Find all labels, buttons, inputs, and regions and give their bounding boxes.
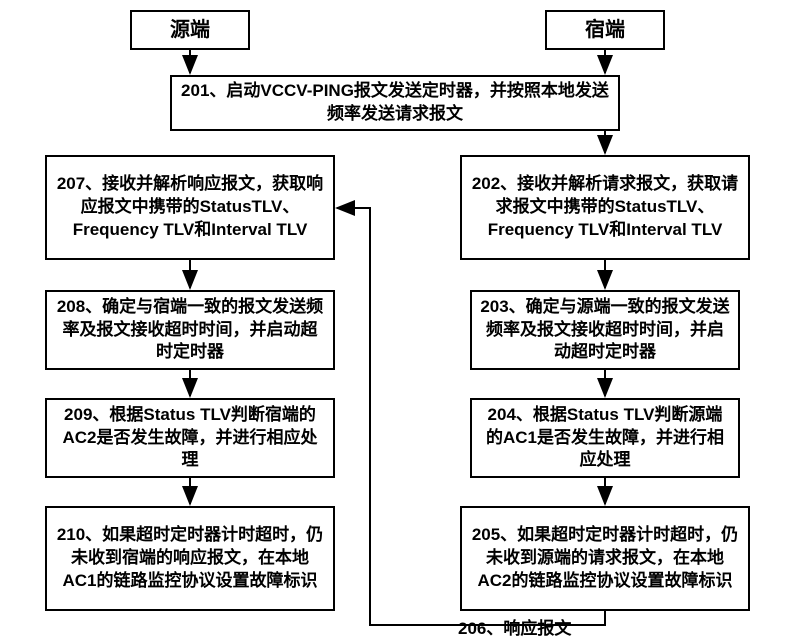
node-step-203: 203、确定与源端一致的报文发送频率及报文接收超时时间，并启动超时定时器 bbox=[470, 290, 740, 370]
node-step-202: 202、接收并解析请求报文，获取请求报文中携带的StatusTLV、Freque… bbox=[460, 155, 750, 260]
label-step-210: 210、如果超时定时器计时超时，仍未收到宿端的响应报文，在本地AC1的链路监控协… bbox=[55, 524, 325, 593]
label-step-202: 202、接收并解析请求报文，获取请求报文中携带的StatusTLV、Freque… bbox=[470, 173, 740, 242]
label-step-205: 205、如果超时定时器计时超时，仍未收到源端的请求报文，在本地AC2的链路监控协… bbox=[470, 524, 740, 593]
label-step-209: 209、根据Status TLV判断宿端的AC2是否发生故障，并进行相应处理 bbox=[55, 404, 325, 473]
node-step-201: 201、启动VCCV-PING报文发送定时器，并按照本地发送频率发送请求报文 bbox=[170, 75, 620, 131]
label-step-207: 207、接收并解析响应报文，获取响应报文中携带的StatusTLV、Freque… bbox=[55, 173, 325, 242]
node-sink-header: 宿端 bbox=[545, 10, 665, 50]
edge-label-206: 206、响应报文 bbox=[458, 614, 571, 639]
label-source-header: 源端 bbox=[170, 17, 210, 44]
node-step-207: 207、接收并解析响应报文，获取响应报文中携带的StatusTLV、Freque… bbox=[45, 155, 335, 260]
label-edge-206: 206、响应报文 bbox=[458, 619, 571, 638]
node-step-210: 210、如果超时定时器计时超时，仍未收到宿端的响应报文，在本地AC1的链路监控协… bbox=[45, 506, 335, 611]
node-step-209: 209、根据Status TLV判断宿端的AC2是否发生故障，并进行相应处理 bbox=[45, 398, 335, 478]
label-step-201: 201、启动VCCV-PING报文发送定时器，并按照本地发送频率发送请求报文 bbox=[180, 80, 610, 126]
node-source-header: 源端 bbox=[130, 10, 250, 50]
node-step-205: 205、如果超时定时器计时超时，仍未收到源端的请求报文，在本地AC2的链路监控协… bbox=[460, 506, 750, 611]
label-step-208: 208、确定与宿端一致的报文发送频率及报文接收超时时间，并启动超时定时器 bbox=[55, 296, 325, 365]
node-step-208: 208、确定与宿端一致的报文发送频率及报文接收超时时间，并启动超时定时器 bbox=[45, 290, 335, 370]
node-step-204: 204、根据Status TLV判断源端的AC1是否发生故障，并进行相应处理 bbox=[470, 398, 740, 478]
label-step-203: 203、确定与源端一致的报文发送频率及报文接收超时时间，并启动超时定时器 bbox=[480, 296, 730, 365]
label-sink-header: 宿端 bbox=[585, 17, 625, 44]
label-step-204: 204、根据Status TLV判断源端的AC1是否发生故障，并进行相应处理 bbox=[480, 404, 730, 473]
